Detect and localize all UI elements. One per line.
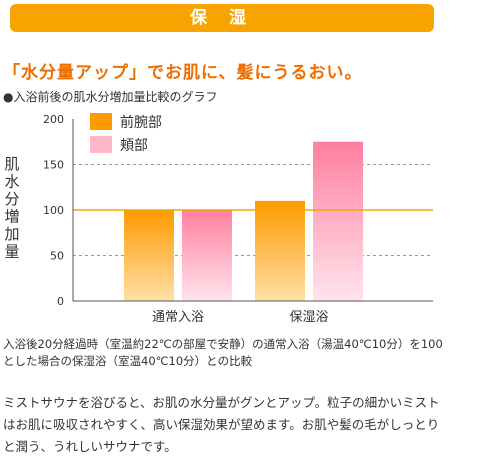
legend-swatch-cheek [90,136,112,153]
y-tick-label: 150 [43,159,64,172]
y-axis-label: 肌水分増加量 [4,155,19,261]
legend-label-forearm: 前腕部 [120,114,162,131]
description-text: ミストサウナを浴びると、お肌の水分量がグンとアップ。粒子の細かいミストはお肌に吸… [3,395,440,454]
y-tick-label: 100 [43,204,64,217]
y-tick-labels: 0 50 100 150 200 [43,113,64,308]
x-tick-labels: 通常入浴 保湿浴 [152,310,329,325]
x-tick-label: 保湿浴 [289,310,328,325]
bar-cheek-normal [182,210,232,301]
bar-cheek-moisture [313,141,363,301]
y-tick-label: 0 [57,295,64,308]
chart-subtitle: ●入浴前後の肌水分増加量比較のグラフ [3,90,218,104]
section-title: 保 湿 [190,8,254,28]
legend-swatch-forearm [90,113,112,130]
y-tick-label: 50 [50,250,64,263]
legend-label-cheek: 頬部 [120,138,148,154]
bar-forearm-normal [124,210,174,301]
y-axis-label-text: 肌水分増加量 [4,155,19,261]
section-header-bar: 保 湿 [10,4,434,32]
y-tick-label: 200 [43,113,64,126]
axes [72,119,433,302]
headline: 「水分量アップ」でお肌に、髪にうるおい。 [3,63,363,83]
chart-note: 入浴後20分経過時（室温約22℃の部屋で安静）の通常入浴（湯温40℃10分）を1… [3,337,443,368]
bar-forearm-moisture [255,200,305,301]
bars [124,141,363,301]
x-tick-label: 通常入浴 [152,310,204,325]
